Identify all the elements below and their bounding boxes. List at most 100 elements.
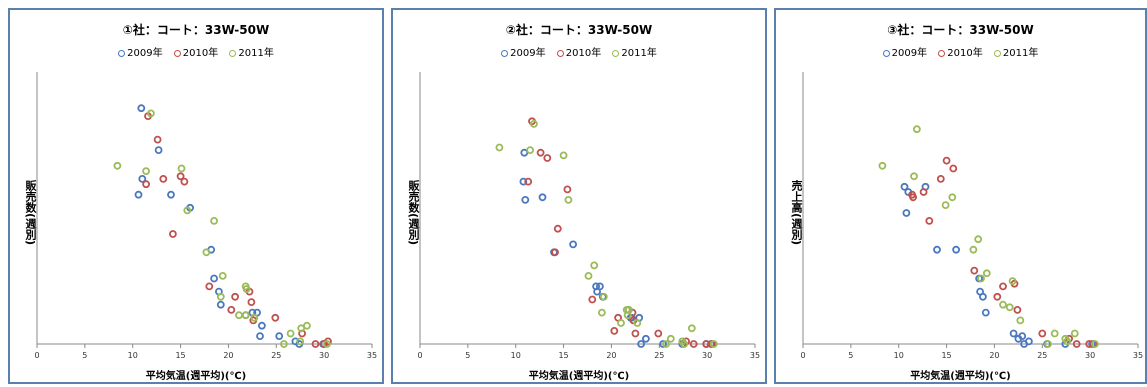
x-tick-label: 10 [128,351,138,360]
legend-label-2009: 2009年 [891,48,928,59]
data-point [146,109,155,118]
x-tick-label: 20 [606,351,616,360]
data-point [709,340,718,348]
data-point [536,148,545,157]
data-point [949,164,958,173]
data-point [597,308,606,317]
data-point [286,329,295,338]
data-point [183,206,192,215]
chart-panel-1: ①社：コート：33W-50W 2009年 2010年 2011年 販売数(週別)… [8,8,384,384]
x-tick-label: 30 [319,351,329,360]
x-tick-label: 25 [1037,351,1047,360]
data-point [908,190,917,199]
legend-item: 2011年 [993,44,1039,59]
data-point [154,146,163,155]
legend-label-2011: 2011年 [238,48,274,59]
x-tick-label: 5 [82,351,87,360]
data-point [912,125,921,134]
data-point [689,340,698,348]
legend-marker-2011 [229,49,237,57]
data-point [521,195,530,204]
data-point [981,308,990,317]
data-point [296,337,305,346]
x-tick-label: 10 [511,351,521,360]
data-point [680,340,689,348]
data-point [138,174,147,183]
data-point [1038,329,1047,338]
x-tick-label: 30 [1085,351,1095,360]
data-point [641,334,650,343]
data-point [159,174,168,183]
data-point [275,332,284,341]
data-point [250,313,259,322]
legend-marker-2011 [612,49,620,57]
legend-marker-2009 [882,49,890,57]
data-point [526,146,535,155]
legend-marker-2011 [993,49,1001,57]
legend-item: 2010年 [556,44,602,59]
data-point [177,164,186,173]
data-point [231,292,240,301]
legend-item: 2010年 [173,44,219,59]
data-point [279,340,288,348]
data-point [1016,316,1025,325]
legend-label-2011: 2011年 [1002,48,1039,59]
data-point [235,311,243,320]
x-tick-label: 20 [989,351,999,360]
legend-label-2010: 2010年 [565,48,602,59]
data-point [878,161,887,170]
chart-panel-2: ②社：コート：33W-50W 2009年 2010年 2011年 販売数(週別)… [391,8,767,384]
data-point [610,326,619,335]
data-point [524,177,533,186]
data-point [1070,329,1079,338]
data-point [256,332,264,341]
x-tick-label: 35 [750,351,760,360]
x-tick-label: 10 [894,351,904,360]
data-point [153,135,162,144]
data-point [176,172,185,181]
data-point [210,216,219,225]
data-point [1063,337,1072,346]
data-point [936,174,945,183]
data-point [142,167,151,176]
data-point [659,340,668,348]
data-point [1090,340,1099,348]
data-point [1050,329,1059,338]
legend-marker-2010 [556,49,564,57]
legend-item: 2010年 [938,44,983,59]
data-point [974,235,983,244]
legend-marker-2010 [173,49,181,57]
data-point [978,292,987,301]
data-point [495,143,504,152]
data-point [167,190,175,199]
legend-marker-2009 [501,49,509,57]
data-point [654,329,663,338]
data-point [933,245,941,254]
chart-title: ①社：コート：33W-50W [122,23,270,37]
data-point [205,282,214,291]
x-tick-label: 30 [702,351,712,360]
x-tick-label: 15 [558,351,568,360]
data-point [1013,305,1022,314]
data-point [271,313,280,322]
scatter-plot: 0 5 10 15 20 25 30 35 [800,72,1143,360]
data-point [1072,340,1081,348]
legend-label-2009: 2009年 [510,48,546,59]
legend-item: 2009年 [882,44,928,59]
data-point [1009,329,1018,338]
data-point [900,182,909,191]
data-point [564,195,573,204]
data-point [633,319,642,327]
chart-legend: 2009年 2010年 2011年 [776,44,1145,59]
data-point [637,340,646,348]
x-tick-label: 0 [417,351,422,360]
data-point [311,340,320,348]
data-point [948,193,957,202]
data-point [595,282,604,291]
x-tick-label: 5 [465,351,470,360]
data-point [1024,337,1033,346]
data-point [1008,277,1017,286]
legend-marker-2009 [118,49,126,57]
legend-item: 2011年 [229,44,274,59]
legend-label-2010: 2010年 [182,48,219,59]
